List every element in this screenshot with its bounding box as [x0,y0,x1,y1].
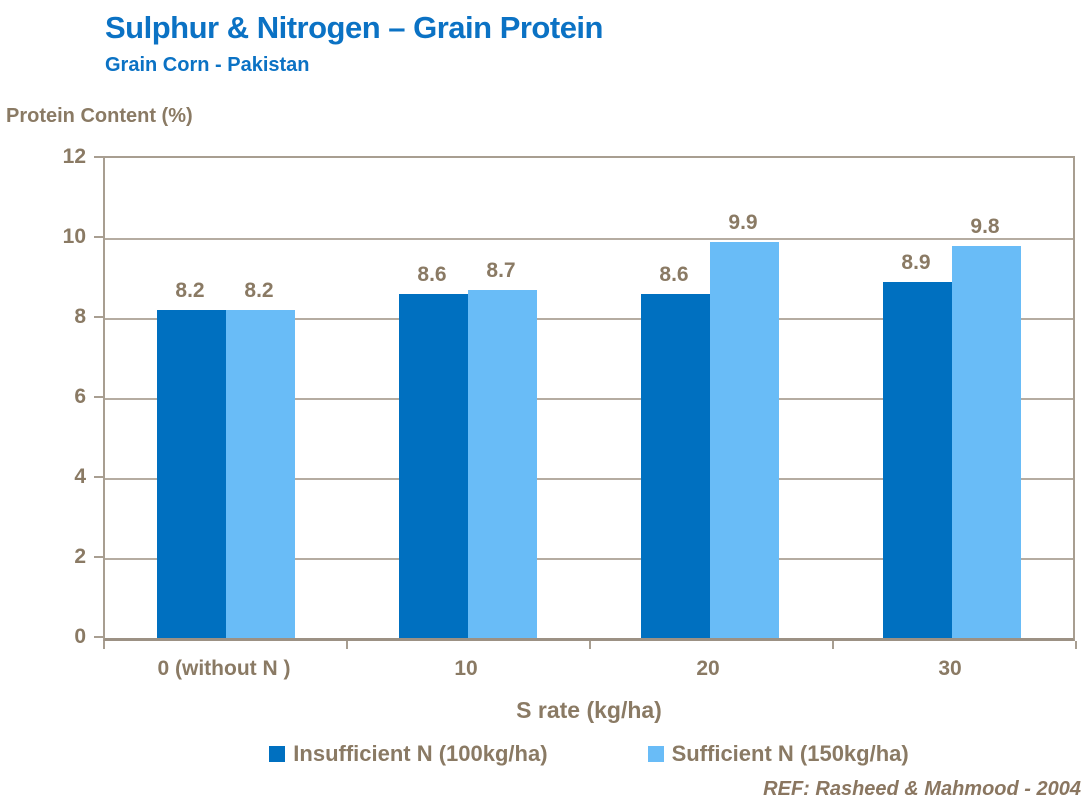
legend-label: Insufficient N (100kg/ha) [293,741,548,766]
bar-insufficient-n [883,282,952,638]
y-tick-label: 0 [74,625,86,648]
y-tick-label: 8 [74,305,86,328]
x-tick-mark [1075,641,1077,649]
legend-item-sufficient-n: Sufficient N (150kg/ha) [647,741,909,767]
bar-insufficient-n [399,294,468,638]
bar-sufficient-n [952,246,1021,638]
bar-insufficient-n [641,294,710,638]
y-tick-label: 6 [74,385,86,408]
y-tick-mark [94,556,103,558]
chart-subtitle: Grain Corn - Pakistan [105,54,310,76]
y-tick-label: 2 [74,545,86,568]
bar-value-label: 9.8 [970,215,1000,238]
bar-value-label: 8.7 [486,259,516,282]
y-tick-label: 10 [62,225,86,248]
legend-swatch-icon [647,746,664,762]
y-tick-mark [94,316,103,318]
x-tick-label: 0 (without N ) [157,657,291,680]
bar-value-label: 8.6 [659,263,689,286]
x-tick-label: 10 [454,657,478,680]
reference-text: REF: Rasheed & Mahmood - 2004 [763,778,1081,800]
legend-swatch-icon [269,746,286,762]
gridline [105,478,1073,480]
y-tick-mark [94,156,103,158]
y-axis-title: Protein Content (%) [6,105,193,127]
y-tick-mark [94,396,103,398]
legend-item-insufficient-n: Insufficient N (100kg/ha) [269,741,548,767]
plot-area [103,156,1075,641]
x-tick-mark [346,641,348,649]
bar-value-label: 9.9 [728,211,758,234]
legend-label: Sufficient N (150kg/ha) [671,741,909,766]
y-tick-mark [94,236,103,238]
x-tick-label: 20 [696,657,720,680]
x-axis-title: S rate (kg/ha) [516,697,662,723]
x-tick-mark [589,641,591,649]
chart-title: Sulphur & Nitrogen – Grain Protein [105,10,603,45]
bar-value-label: 8.6 [417,263,447,286]
x-tick-label: 30 [938,657,962,680]
bar-value-label: 8.2 [244,279,274,302]
y-tick-mark [94,476,103,478]
x-tick-mark [103,641,105,649]
bar-sufficient-n [468,290,537,638]
gridline [105,238,1073,240]
bar-sufficient-n [226,310,295,638]
bar-insufficient-n [157,310,226,638]
bar-value-label: 8.9 [901,251,931,274]
x-tick-mark [832,641,834,649]
bar-sufficient-n [710,242,779,638]
gridline [105,398,1073,400]
legend: Insufficient N (100kg/ha) Sufficient N (1… [103,741,1075,767]
y-tick-label: 4 [74,465,86,488]
gridline [105,558,1073,560]
y-tick-mark [94,636,103,638]
y-tick-label: 12 [62,145,86,168]
gridline [105,318,1073,320]
bar-value-label: 8.2 [175,279,205,302]
